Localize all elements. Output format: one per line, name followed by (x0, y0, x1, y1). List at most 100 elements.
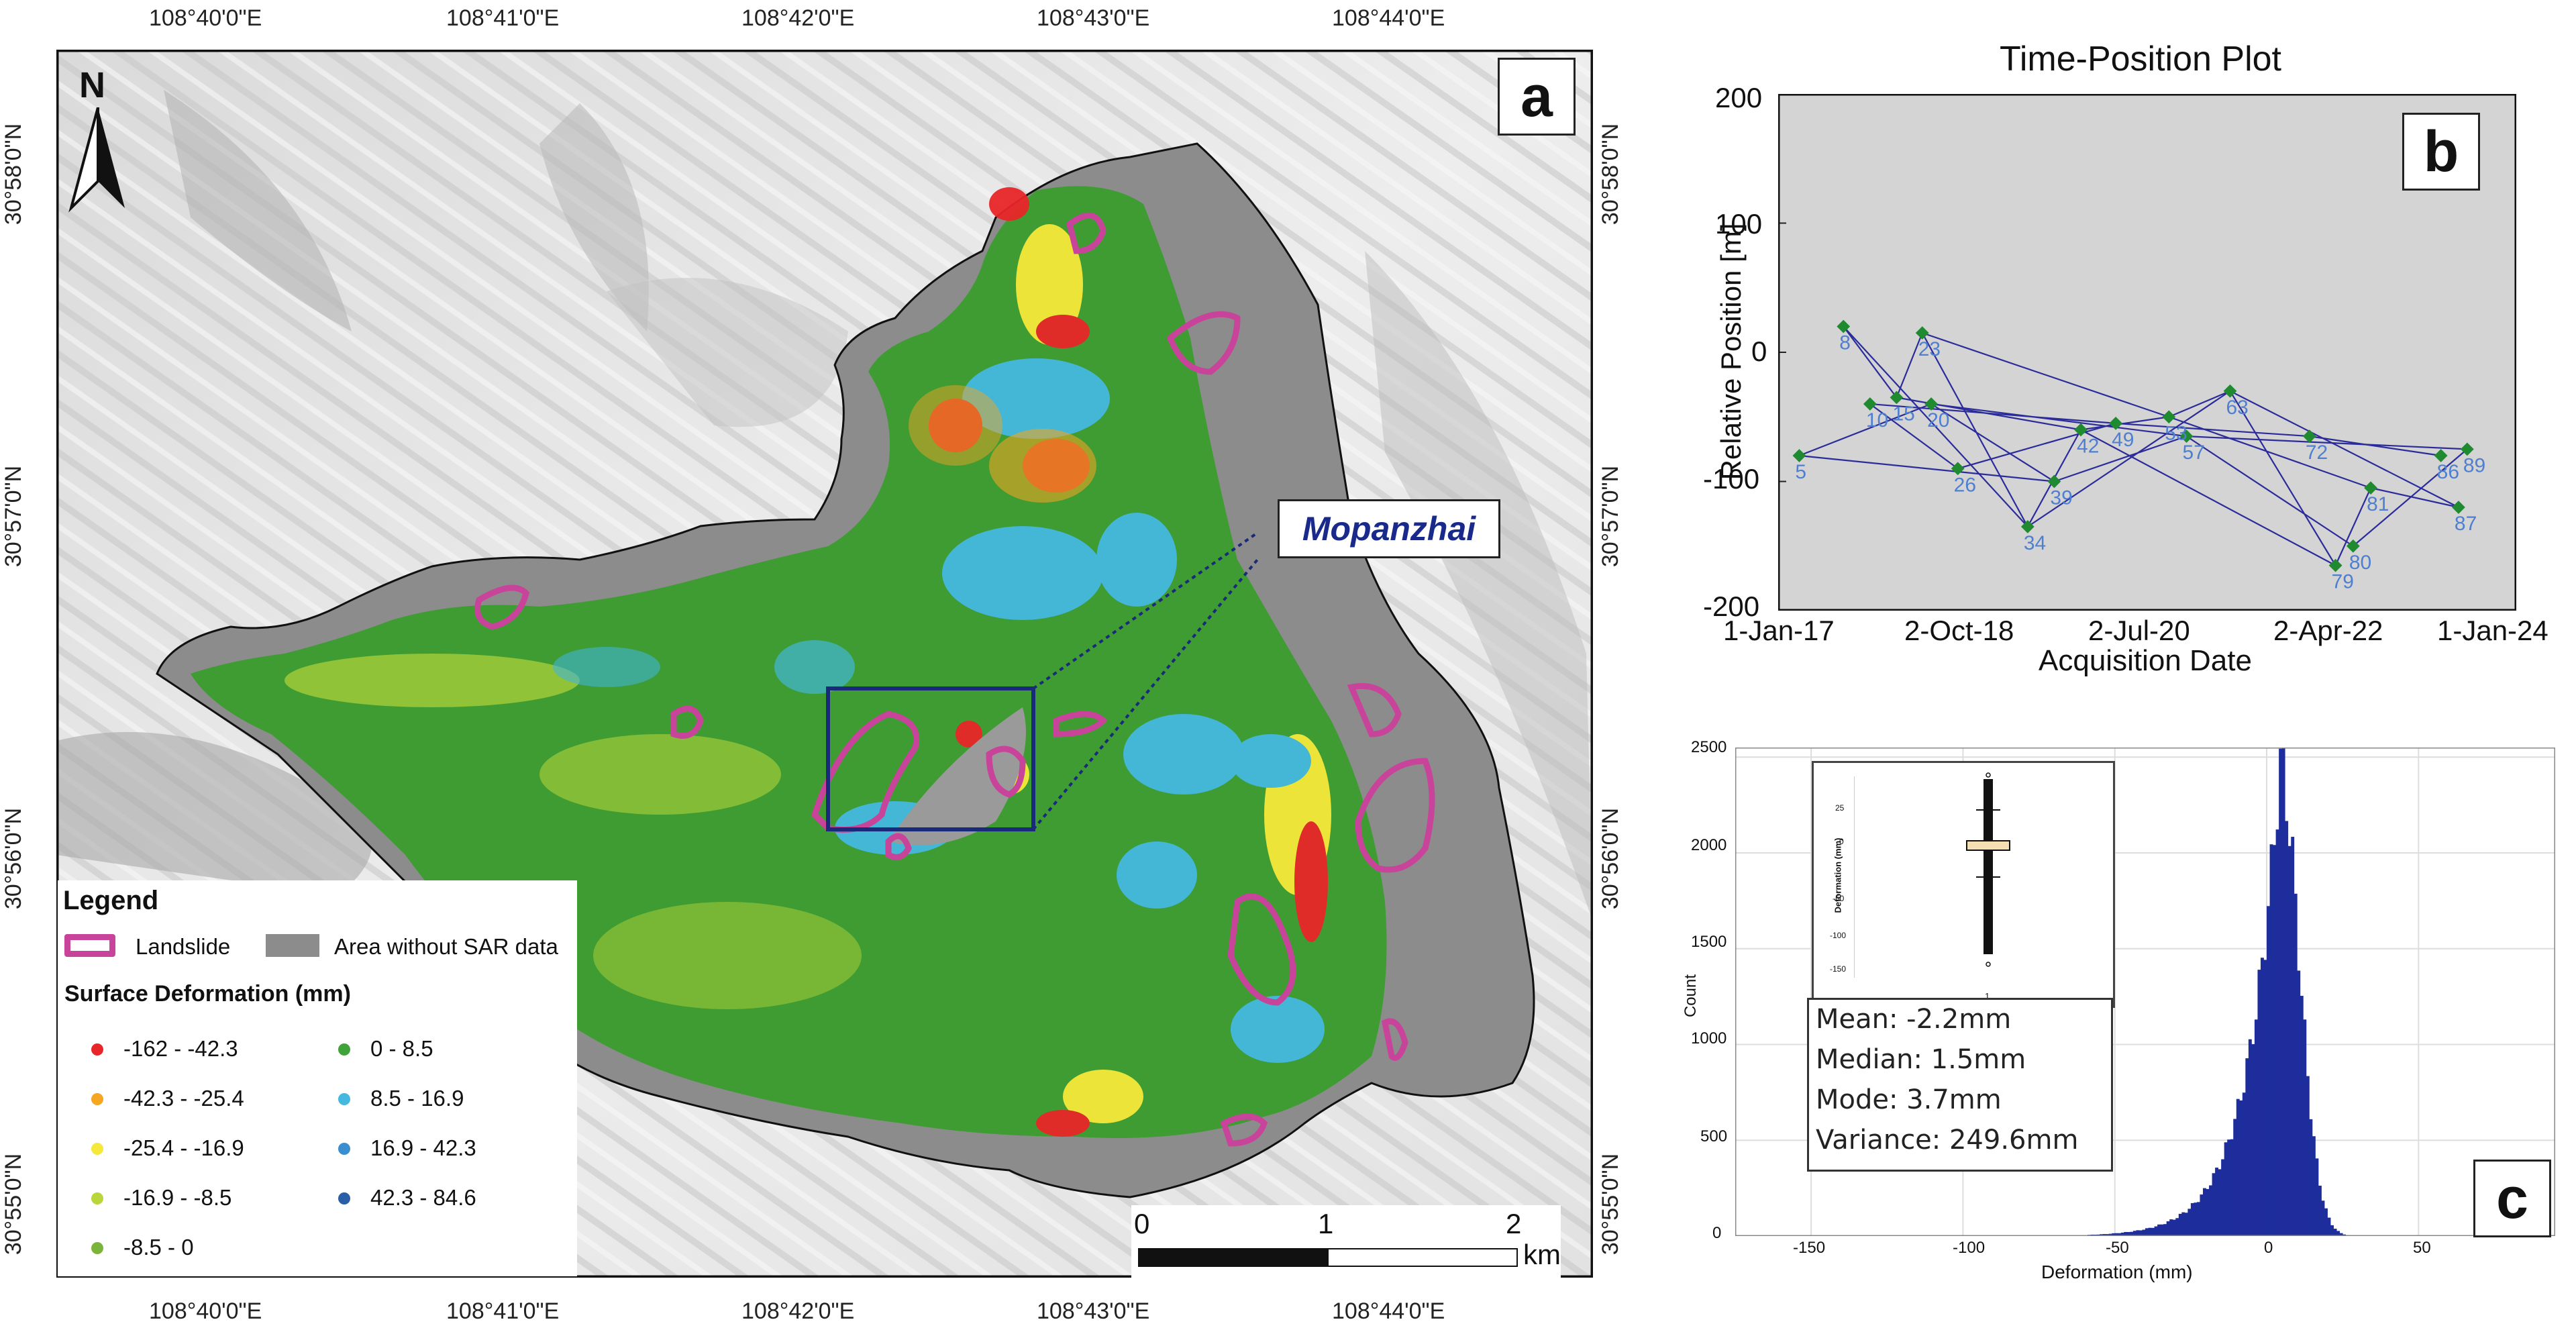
acquisition-point (2346, 539, 2360, 553)
histogram-bar (2118, 1233, 2122, 1236)
histogram-bar (2130, 1231, 2134, 1236)
histogram-bar (2294, 893, 2298, 1236)
network-line (1843, 325, 1898, 399)
scale-tick-label: 1 (1318, 1208, 1334, 1239)
y-tick-label: 200 (1715, 82, 1763, 113)
class-dot (91, 1192, 103, 1205)
histogram-bar (2120, 1232, 2124, 1236)
chart-c-ylabel: Count (1682, 974, 1700, 1018)
histogram-bar (2291, 837, 2295, 1236)
network-line (2116, 422, 2310, 438)
y-tick-label: 1500 (1691, 933, 1727, 951)
histogram-bar (2242, 1092, 2246, 1236)
x-tick-label: 50 (2413, 1239, 2431, 1257)
histogram-bar (2124, 1231, 2128, 1236)
class-label: 42.3 - 84.6 (370, 1185, 476, 1210)
histogram-bar (2251, 1044, 2255, 1236)
network-line (1799, 403, 1932, 457)
x-tick-label: -100 (1953, 1239, 1986, 1257)
histogram-bar (2132, 1231, 2136, 1236)
histogram-bar (2327, 1217, 2331, 1236)
histogram-bar (2333, 1229, 2337, 1236)
histogram-bar (2151, 1227, 2155, 1236)
y-tick-label: 2500 (1691, 738, 1727, 756)
y-tick-label: 100 (1715, 208, 1763, 240)
histogram-bar (2169, 1219, 2173, 1236)
acquisition-point (2364, 481, 2377, 495)
network-line (2229, 391, 2336, 566)
histogram-bar (2166, 1221, 2170, 1236)
histogram-bar (2108, 1233, 2112, 1236)
network-line (1930, 403, 2187, 438)
inset-y-tick: -50 (1833, 894, 1845, 903)
point-label: 49 (2112, 429, 2134, 451)
histogram-bar (2263, 960, 2267, 1236)
top-lon-label: 108°40'0"E (149, 5, 262, 31)
scale-tick-label: 2 (1506, 1208, 1522, 1239)
network-line (1869, 403, 1959, 470)
right-lat-label: 30°57'0"N (1598, 465, 1624, 568)
legend-nodata-label: Area without SAR data (334, 934, 558, 959)
histogram-bar (2303, 1019, 2307, 1236)
legend-subtitle: Surface Deformation (mm) (64, 981, 351, 1007)
acquisition-point (2047, 474, 2061, 489)
point-label: 10 (1866, 409, 1888, 431)
histogram-bar (2148, 1227, 2152, 1236)
histogram-bar (2336, 1231, 2340, 1236)
network-line (2186, 436, 2467, 450)
class-label: 0 - 8.5 (370, 1036, 433, 1061)
scale-bar: 0 1 2 km (1131, 1205, 1561, 1279)
mopanzhai-extent-box (826, 686, 1035, 831)
point-label: 72 (2306, 442, 2328, 464)
chart-b-xlabel: Acquisition Date (2039, 644, 2252, 677)
histogram-bar (2281, 748, 2285, 1236)
histogram-bar (2287, 846, 2291, 1236)
histogram-bar (2260, 958, 2264, 1236)
histogram-bar (2209, 1185, 2212, 1236)
class-label: -162 - -42.3 (123, 1036, 238, 1061)
histogram-bar (2145, 1228, 2149, 1236)
x-tick-label: 2-Apr-22 (2273, 615, 2383, 646)
histogram-bar (2142, 1229, 2146, 1236)
histogram-bar (2175, 1218, 2179, 1236)
x-tick-label: 2-Oct-18 (1904, 615, 2014, 646)
bottom-lon-label: 108°44'0"E (1332, 1298, 1445, 1324)
histogram-bar (2160, 1224, 2164, 1236)
stat-variance: Variance: 249.6mm (1816, 1125, 2079, 1156)
network-line (2309, 436, 2441, 457)
legend-landslide-label: Landslide (136, 934, 231, 959)
left-lat-label: 30°55'0"N (1, 1153, 27, 1256)
boxplot-figure (1854, 772, 2010, 978)
histogram-bar (2215, 1168, 2219, 1236)
histogram-bar (2181, 1212, 2185, 1236)
x-tick-label: 1-Jan-24 (2437, 615, 2548, 646)
inset-y-tick: -100 (1830, 931, 1847, 940)
point-label: 57 (2183, 442, 2205, 464)
histogram-bar (2300, 996, 2304, 1236)
histogram-bar (2321, 1200, 2325, 1236)
x-tick-label: -50 (2106, 1239, 2129, 1257)
histogram-bar (2239, 1100, 2243, 1236)
histogram-bar (2221, 1159, 2225, 1236)
histogram-bar (2163, 1224, 2167, 1236)
histogram-bar (2273, 845, 2277, 1236)
point-label: 39 (2050, 487, 2072, 509)
top-lon-label: 108°42'0"E (741, 5, 855, 31)
north-arrow: N (64, 64, 132, 219)
right-lat-label: 30°58'0"N (1598, 123, 1624, 225)
acquisition-point (2460, 442, 2474, 456)
network-line (1921, 332, 2028, 527)
class-label: -8.5 - 0 (123, 1235, 194, 1260)
histogram-bar (2218, 1169, 2222, 1236)
inset-y-tick: 0 (1839, 837, 1844, 846)
landslide-swatch (64, 934, 115, 957)
legend-title: Legend (63, 886, 159, 915)
chart-c-xlabel: Deformation (mm) (2041, 1262, 2193, 1282)
histogram-bar (2230, 1139, 2234, 1236)
histogram-bar (2275, 829, 2279, 1236)
point-label: 5 (1795, 461, 1806, 483)
histogram-bar (2178, 1213, 2182, 1236)
histogram-bar (2157, 1224, 2161, 1236)
class-dot (91, 1093, 103, 1105)
stat-mean: Mean: -2.2mm (1816, 1004, 2012, 1035)
